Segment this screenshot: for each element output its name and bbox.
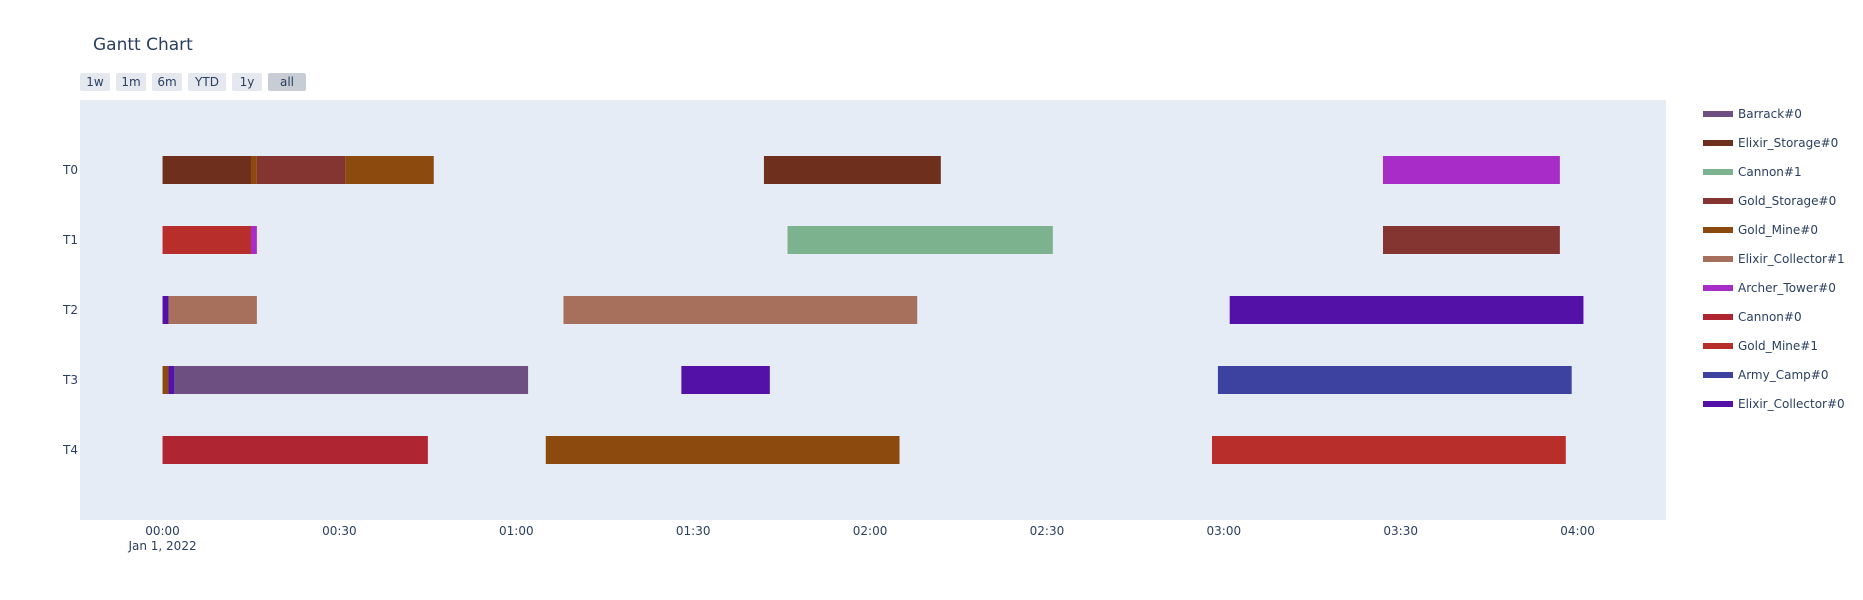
y-tick-t4: T4 (62, 443, 78, 457)
y-tick-t2: T2 (62, 303, 78, 317)
range-button-bg[interactable] (152, 73, 182, 91)
range-button-1y[interactable]: 1y (232, 73, 262, 91)
bar-elixir-storage-0-t0[interactable] (763, 156, 941, 184)
legend-item-gold-mine-1[interactable]: Gold_Mine#1 (1703, 339, 1818, 353)
x-tick-00-00: 00:00 (145, 524, 180, 538)
legend-item-army-camp-0[interactable]: Army_Camp#0 (1703, 368, 1828, 382)
bar-archer-tower-0-t1[interactable] (250, 226, 257, 254)
range-button-all[interactable]: all (268, 73, 306, 91)
x-tick-02-00: 02:00 (853, 524, 888, 538)
legend-swatch (1703, 256, 1733, 262)
bar-elixir-collector-1-t2[interactable] (563, 296, 918, 324)
bar-barrack-0-t3[interactable] (174, 366, 529, 394)
legend-label: Cannon#1 (1738, 165, 1802, 179)
legend-item-elixir-collector-0[interactable]: Elixir_Collector#0 (1703, 397, 1845, 411)
legend-item-gold-storage-0[interactable]: Gold_Storage#0 (1703, 194, 1836, 208)
bar-cannon-0-t4[interactable] (162, 436, 428, 464)
legend-label: Army_Camp#0 (1738, 368, 1828, 382)
range-button-bg[interactable] (268, 73, 306, 91)
legend-label: Elixir_Collector#0 (1738, 397, 1845, 411)
legend-item-archer-tower-0[interactable]: Archer_Tower#0 (1703, 281, 1836, 295)
legend-swatch (1703, 111, 1733, 117)
bar-gold-storage-0-t0[interactable] (256, 156, 346, 184)
bar-army-camp-0-t3[interactable] (1217, 366, 1572, 394)
legend-item-gold-mine-0[interactable]: Gold_Mine#0 (1703, 223, 1818, 237)
range-button-1w[interactable]: 1w (80, 73, 110, 91)
legend-swatch (1703, 401, 1733, 407)
bar-gold-mine-0-t0[interactable] (345, 156, 434, 184)
bar-elixir-collector-0-t2[interactable] (162, 296, 169, 324)
legend-label: Cannon#0 (1738, 310, 1802, 324)
legend-item-cannon-1[interactable]: Cannon#1 (1703, 165, 1802, 179)
legend-swatch (1703, 314, 1733, 320)
legend-label: Elixir_Storage#0 (1738, 136, 1838, 150)
y-axis: T0 T1 T2 T3 T4 (62, 163, 78, 457)
legend-swatch (1703, 198, 1733, 204)
bar-elixir-collector-0-t2[interactable] (1229, 296, 1584, 324)
y-tick-t0: T0 (62, 163, 78, 177)
legend-swatch (1703, 372, 1733, 378)
range-selector: 1w 1m 6m YTD 1y all (80, 73, 306, 91)
range-button-ytd[interactable]: YTD (188, 73, 226, 91)
bar-gold-storage-0-t1[interactable] (1382, 226, 1560, 254)
legend-label: Gold_Storage#0 (1738, 194, 1836, 208)
x-tick-03-00: 03:00 (1207, 524, 1242, 538)
x-tick-04-00: 04:00 (1560, 524, 1595, 538)
legend-label: Archer_Tower#0 (1738, 281, 1836, 295)
x-tick-00-30: 00:30 (322, 524, 357, 538)
bar-gold-mine-0-t0[interactable] (250, 156, 257, 184)
range-button-bg[interactable] (116, 73, 146, 91)
legend-label: Gold_Mine#0 (1738, 223, 1818, 237)
legend-item-elixir-collector-1[interactable]: Elixir_Collector#1 (1703, 252, 1845, 266)
legend-swatch (1703, 169, 1733, 175)
bar-gold-mine-1-t1[interactable] (162, 226, 251, 254)
bars-layer (162, 156, 1584, 464)
bar-elixir-collector-0-t3[interactable] (681, 366, 770, 394)
y-tick-t1: T1 (62, 233, 78, 247)
legend-item-barrack-0[interactable]: Barrack#0 (1703, 107, 1802, 121)
legend-label: Gold_Mine#1 (1738, 339, 1818, 353)
legend-item-elixir-storage-0[interactable]: Elixir_Storage#0 (1703, 136, 1838, 150)
x-tick-02-30: 02:30 (1030, 524, 1065, 538)
chart-title: Gantt Chart (93, 35, 193, 55)
y-tick-t3: T3 (62, 373, 78, 387)
legend-label: Elixir_Collector#1 (1738, 252, 1845, 266)
bar-archer-tower-0-t0[interactable] (1382, 156, 1560, 184)
legend-swatch (1703, 285, 1733, 291)
range-button-bg[interactable] (80, 73, 110, 91)
legend-item-cannon-0[interactable]: Cannon#0 (1703, 310, 1802, 324)
legend-swatch (1703, 140, 1733, 146)
range-button-6m[interactable]: 6m (152, 73, 182, 91)
bar-gold-mine-0-t3[interactable] (162, 366, 169, 394)
legend-swatch (1703, 343, 1733, 349)
bar-gold-mine-1-t4[interactable] (1212, 436, 1566, 464)
range-button-1m[interactable]: 1m (116, 73, 146, 91)
bar-elixir-collector-1-t2[interactable] (168, 296, 257, 324)
range-button-bg[interactable] (188, 73, 226, 91)
range-button-bg[interactable] (232, 73, 262, 91)
x-tick-01-00: 01:00 (499, 524, 534, 538)
x-tick-03-30: 03:30 (1383, 524, 1418, 538)
bar-gold-mine-0-t4[interactable] (545, 436, 900, 464)
bar-cannon-1-t1[interactable] (787, 226, 1053, 254)
x-tick-01-30: 01:30 (676, 524, 711, 538)
legend: Barrack#0 Elixir_Storage#0 Cannon#1 Gold_St… (1703, 107, 1845, 411)
bar-elixir-collector-0-t3[interactable] (168, 366, 175, 394)
bar-elixir-storage-0-t0[interactable] (162, 156, 251, 184)
legend-swatch (1703, 227, 1733, 233)
legend-label: Barrack#0 (1738, 107, 1802, 121)
x-tick-date-label: Jan 1, 2022 (127, 539, 196, 553)
